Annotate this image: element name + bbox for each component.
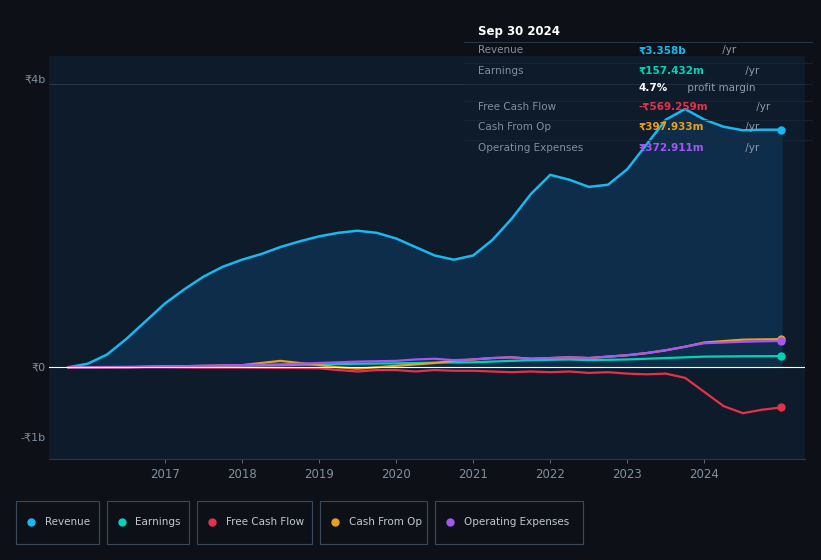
Text: Free Cash Flow: Free Cash Flow xyxy=(478,102,556,112)
Text: /yr: /yr xyxy=(742,143,759,152)
Text: -₹569.259m: -₹569.259m xyxy=(639,102,708,112)
Text: -₹1b: -₹1b xyxy=(21,433,45,443)
Text: ₹0: ₹0 xyxy=(31,362,45,372)
Text: Cash From Op: Cash From Op xyxy=(478,122,551,132)
Text: ₹372.911m: ₹372.911m xyxy=(639,143,704,152)
Bar xyxy=(320,501,427,544)
Bar xyxy=(197,501,312,544)
Text: Sep 30 2024: Sep 30 2024 xyxy=(478,25,560,38)
Text: /yr: /yr xyxy=(719,45,736,55)
Text: Earnings: Earnings xyxy=(135,517,181,528)
Text: ₹4b: ₹4b xyxy=(25,74,45,85)
Text: Revenue: Revenue xyxy=(478,45,523,55)
Text: /yr: /yr xyxy=(754,102,771,112)
Text: ₹397.933m: ₹397.933m xyxy=(639,122,704,132)
Text: ₹3.358b: ₹3.358b xyxy=(639,45,686,55)
Bar xyxy=(435,501,583,544)
Text: Operating Expenses: Operating Expenses xyxy=(464,517,569,528)
Text: profit margin: profit margin xyxy=(685,83,756,93)
Text: Revenue: Revenue xyxy=(45,517,90,528)
Text: Operating Expenses: Operating Expenses xyxy=(478,143,583,152)
Text: ₹157.432m: ₹157.432m xyxy=(639,66,704,76)
Text: Cash From Op: Cash From Op xyxy=(349,517,422,528)
Bar xyxy=(107,501,189,544)
Text: Earnings: Earnings xyxy=(478,66,523,76)
Bar xyxy=(16,501,99,544)
Text: /yr: /yr xyxy=(742,122,759,132)
Text: Free Cash Flow: Free Cash Flow xyxy=(226,517,304,528)
Text: /yr: /yr xyxy=(742,66,759,76)
Text: 4.7%: 4.7% xyxy=(639,83,667,93)
